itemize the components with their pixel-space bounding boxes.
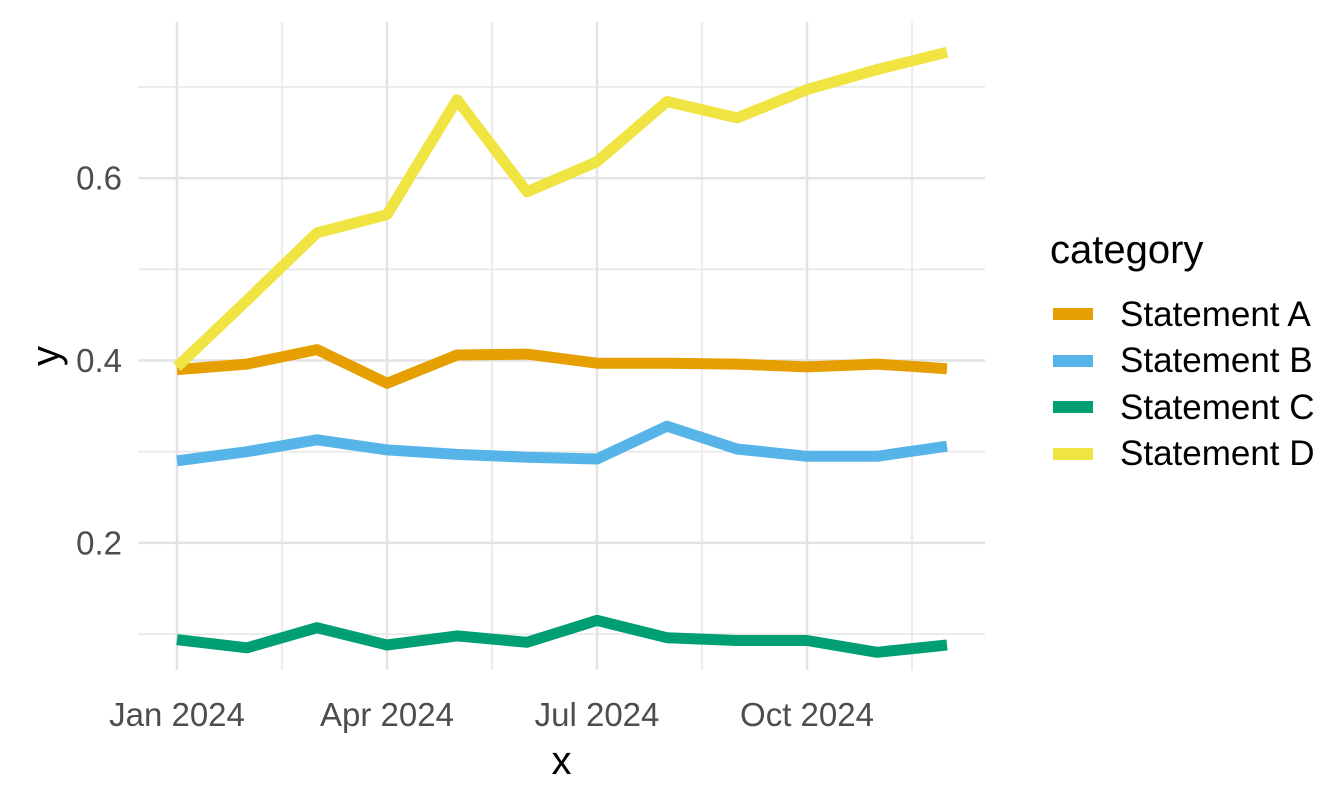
legend: category Statement A Statement B Stateme… xyxy=(1048,228,1315,471)
y-tick-label: 0.4 xyxy=(76,342,122,379)
legend-key-swatch xyxy=(1053,447,1093,460)
y-axis-title: y xyxy=(24,346,68,366)
legend-item-label: Statement C xyxy=(1120,387,1315,427)
gridlines-minor xyxy=(138,22,985,670)
x-tick-label: Oct 2024 xyxy=(740,696,874,733)
x-tick-label: Jul 2024 xyxy=(535,696,660,733)
x-tick-label: Apr 2024 xyxy=(320,696,454,733)
y-tick-label: 0.6 xyxy=(76,160,122,197)
y-tick-labels: 0.2 0.4 0.6 xyxy=(76,160,122,562)
y-tick-label: 0.2 xyxy=(76,524,122,561)
x-axis-title: x xyxy=(551,739,572,783)
line-statement-a xyxy=(176,344,948,389)
legend-item-label: Statement D xyxy=(1120,434,1315,474)
legend-item: Statement D xyxy=(1053,431,1315,478)
legend-key-swatch xyxy=(1053,354,1093,367)
line-statement-b xyxy=(176,420,948,467)
series-lines xyxy=(173,46,949,658)
legend-title: category xyxy=(1050,228,1204,272)
legend-key-swatch xyxy=(1053,308,1093,321)
gridlines-major xyxy=(138,22,985,670)
legend-item: Statement A xyxy=(1053,291,1315,338)
x-tick-label: Jan 2024 xyxy=(109,696,245,733)
x-tick-labels: Jan 2024 Apr 2024 Jul 2024 Oct 2024 xyxy=(109,696,874,733)
legend-item: Statement B xyxy=(1053,338,1315,385)
legend-items: Statement A Statement B Statement C Stat… xyxy=(1053,291,1315,477)
legend-item-label: Statement B xyxy=(1120,341,1313,381)
legend-item: Statement C xyxy=(1053,384,1315,431)
line-statement-d xyxy=(173,46,949,371)
legend-item-label: Statement A xyxy=(1120,294,1311,334)
line-statement-c xyxy=(176,614,948,658)
legend-key-swatch xyxy=(1053,401,1093,414)
